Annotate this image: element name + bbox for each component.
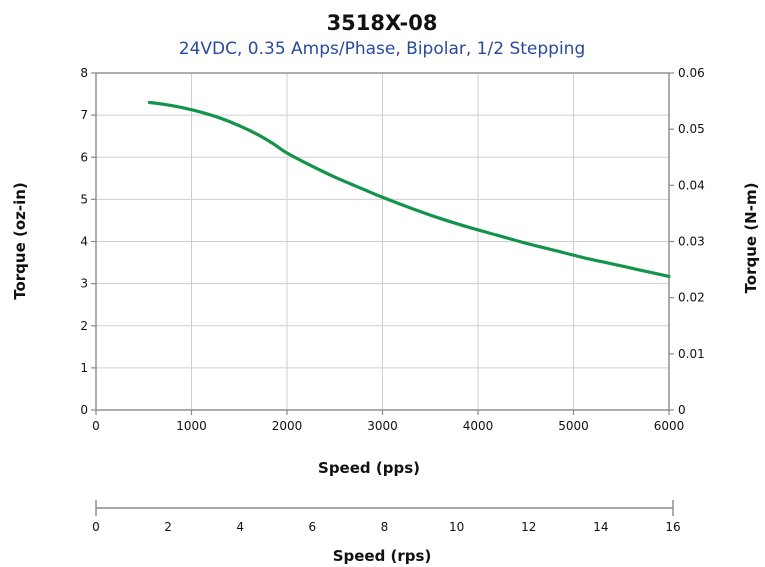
rps-tick-label: 14 [593, 520, 608, 534]
x-tick-label: 2000 [272, 419, 303, 433]
x-tick-label: 3000 [367, 419, 398, 433]
y-tick-label: 3 [80, 277, 88, 291]
y-tick-label: 1 [80, 361, 88, 375]
rps-tick-label: 2 [164, 520, 172, 534]
x-tick-label: 6000 [654, 419, 685, 433]
y-tick-label: 0 [80, 403, 88, 417]
axis-ticks: 0 1000 2000 3000 4000 5000 6000 0 1 2 3 4 5 6 7 8 0 0.01 0… [80, 66, 704, 433]
rps-axis: 0 2 4 6 8 10 12 14 16 [92, 500, 681, 534]
y-axis-title: Torque (oz-in) [11, 182, 29, 300]
y-tick-label: 4 [80, 235, 88, 249]
torque-curve [147, 100, 671, 279]
y-tick-label: 6 [80, 150, 88, 164]
y-tick-label: 7 [80, 108, 88, 122]
y2-tick-label: 0.06 [678, 66, 705, 80]
y-tick-label: 8 [80, 66, 88, 80]
rps-tick-label: 6 [309, 520, 317, 534]
x-tick-label: 5000 [558, 419, 589, 433]
rps-tick-label: 8 [381, 520, 389, 534]
y2-tick-label: 0.03 [678, 235, 705, 249]
rps-tick-label: 10 [449, 520, 464, 534]
y2-tick-label: 0.01 [678, 347, 705, 361]
y2-tick-label: 0 [678, 403, 686, 417]
y2-tick-label: 0.05 [678, 122, 705, 136]
y2-axis-title: Torque (N-m) [742, 183, 760, 294]
rps-tick-label: 4 [236, 520, 244, 534]
x2-axis-title: Speed (rps) [333, 547, 432, 565]
x-tick-label: 0 [92, 419, 100, 433]
chart-subtitle: 24VDC, 0.35 Amps/Phase, Bipolar, 1/2 Ste… [179, 39, 585, 59]
x-axis-title: Speed (pps) [318, 459, 420, 477]
chart-title: 3518X-08 [327, 11, 438, 35]
rps-tick-label: 0 [92, 520, 100, 534]
gridlines [96, 73, 669, 410]
rps-tick-label: 16 [665, 520, 680, 534]
x-tick-label: 4000 [463, 419, 494, 433]
y2-tick-label: 0.04 [678, 178, 705, 192]
y2-tick-label: 0.02 [678, 291, 705, 305]
x-tick-label: 1000 [176, 419, 207, 433]
rps-tick-label: 12 [521, 520, 536, 534]
y-tick-label: 5 [80, 192, 88, 206]
y-tick-label: 2 [80, 319, 88, 333]
